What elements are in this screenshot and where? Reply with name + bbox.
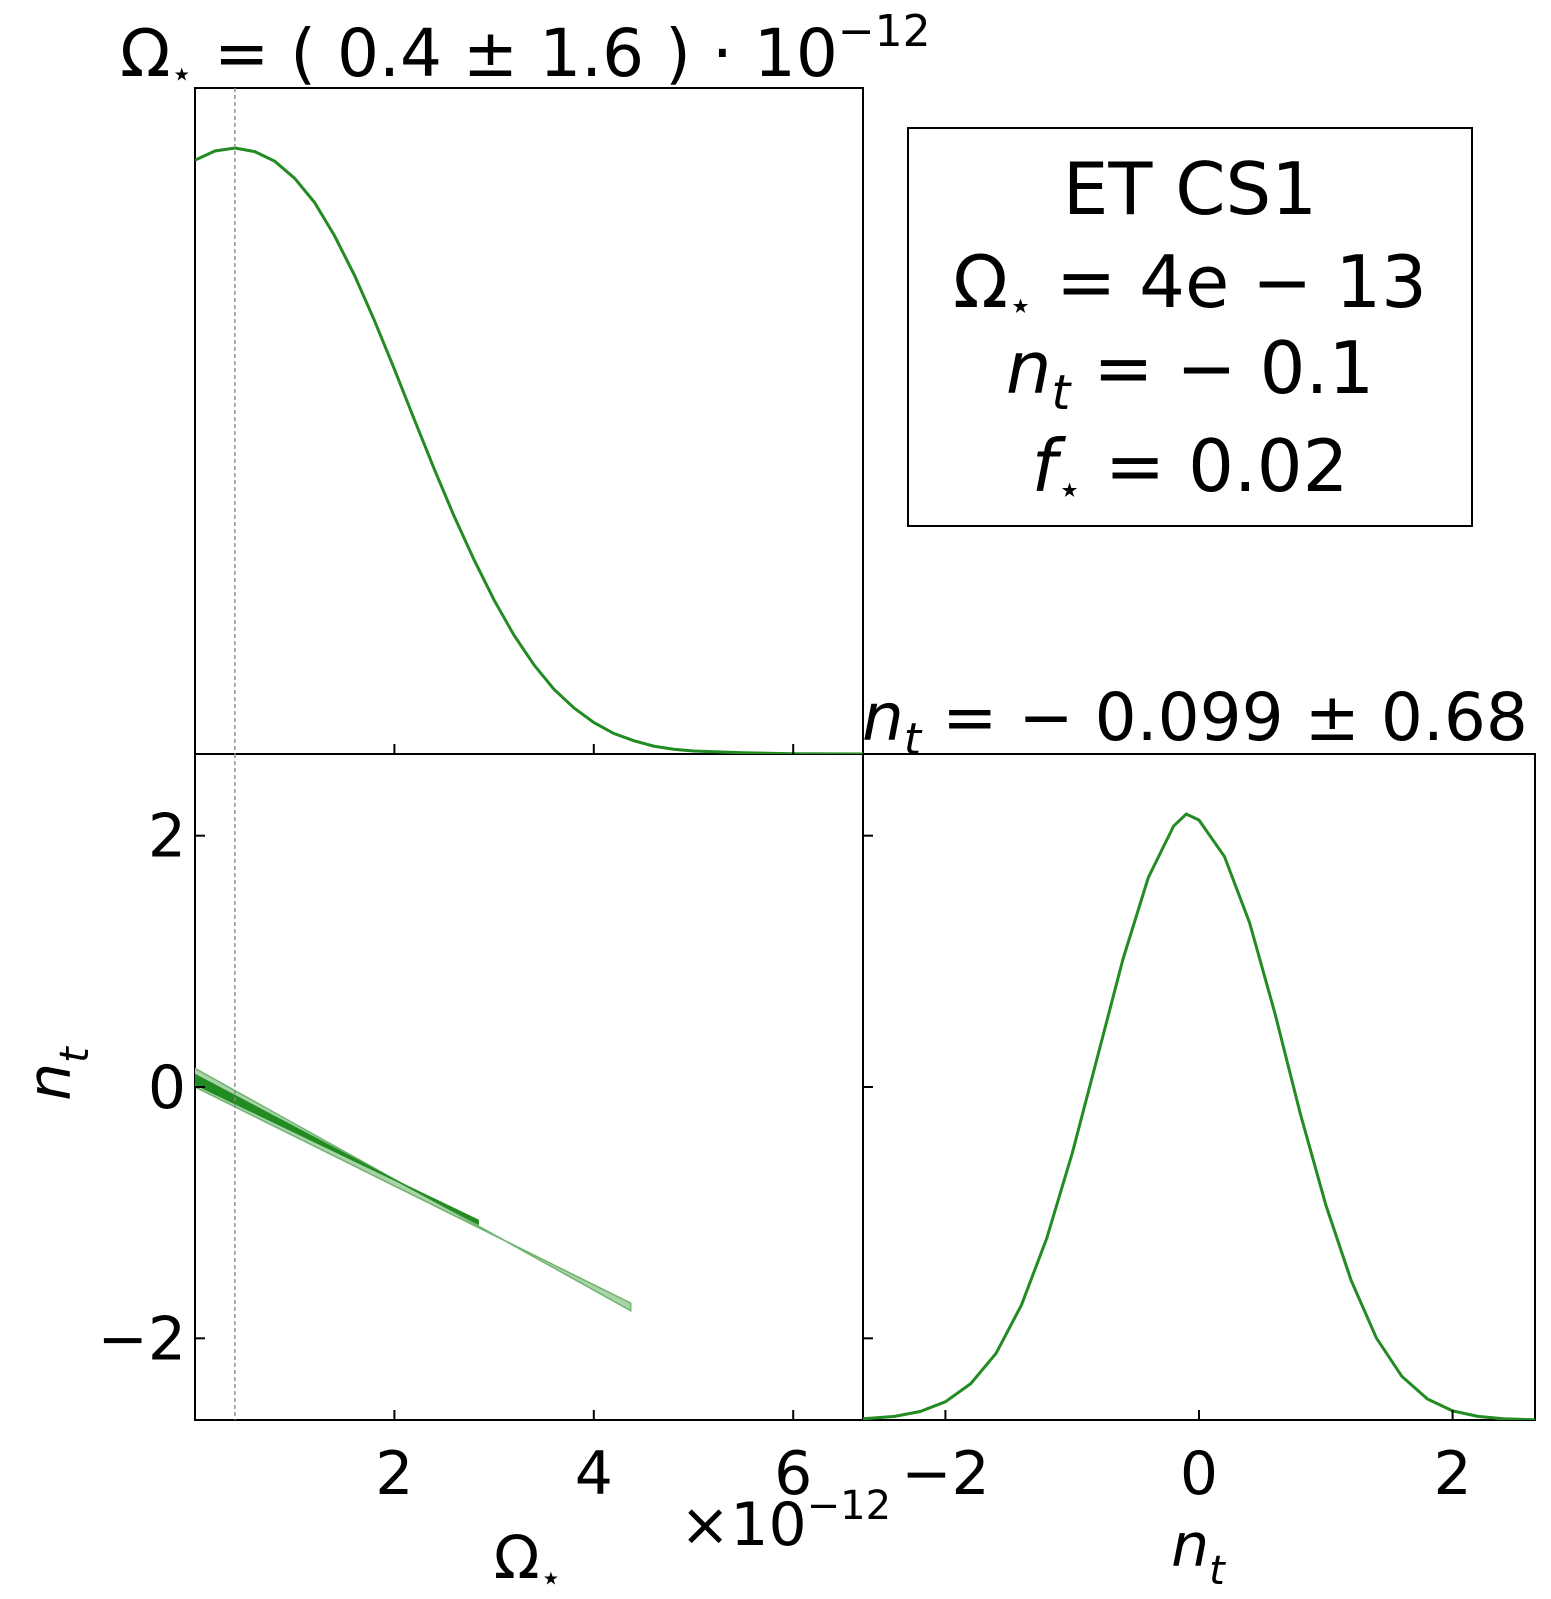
joint-posterior-frame [194, 753, 864, 1421]
omega-tick-label: 2 [375, 1439, 413, 1509]
nt-y-axis-label: nt [15, 1046, 98, 1101]
nt-tick-label: 2 [1433, 1439, 1471, 1509]
omega-title: Ω⋆ = ( 0.4 ± 1.6 ) · 10−12 [120, 6, 931, 95]
nt-y-tick-label: 0 [148, 1053, 186, 1123]
omega-tick-label: 4 [575, 1439, 613, 1509]
contour-68-region [195, 1073, 479, 1226]
omega-marginal-curve [195, 146, 863, 754]
nt-marginal-curve [863, 812, 1535, 1420]
axis-ticks: 2 4 6 −2 −2 0 0 2 2 [98, 744, 1472, 1509]
nt-tick-label: 0 [1180, 1439, 1218, 1509]
nt-y-tick-label: −2 [98, 1304, 186, 1374]
omega-axis-label: Ω⋆ [494, 1523, 562, 1599]
omega-axis-offset: ×10−12 [680, 1483, 891, 1560]
omega-tick-label: 6 [774, 1439, 812, 1509]
legend-fstar: f⋆ = 0.02 [1032, 424, 1349, 513]
nt-y-tick-label: 2 [148, 802, 186, 872]
omega-marginal-frame [194, 87, 864, 755]
legend-label: ET CS1 [1063, 147, 1317, 231]
nt-marginal-frame [862, 753, 1536, 1421]
nt-title: nt = − 0.099 ± 0.68 [862, 679, 1528, 765]
nt-axis-label: nt [1171, 1511, 1226, 1594]
legend-omega: Ω⋆ = 4e − 13 [953, 240, 1427, 329]
legend-box [907, 127, 1473, 527]
legend-nt: nt = − 0.1 [1006, 326, 1374, 421]
nt-tick-label: −2 [901, 1439, 989, 1509]
